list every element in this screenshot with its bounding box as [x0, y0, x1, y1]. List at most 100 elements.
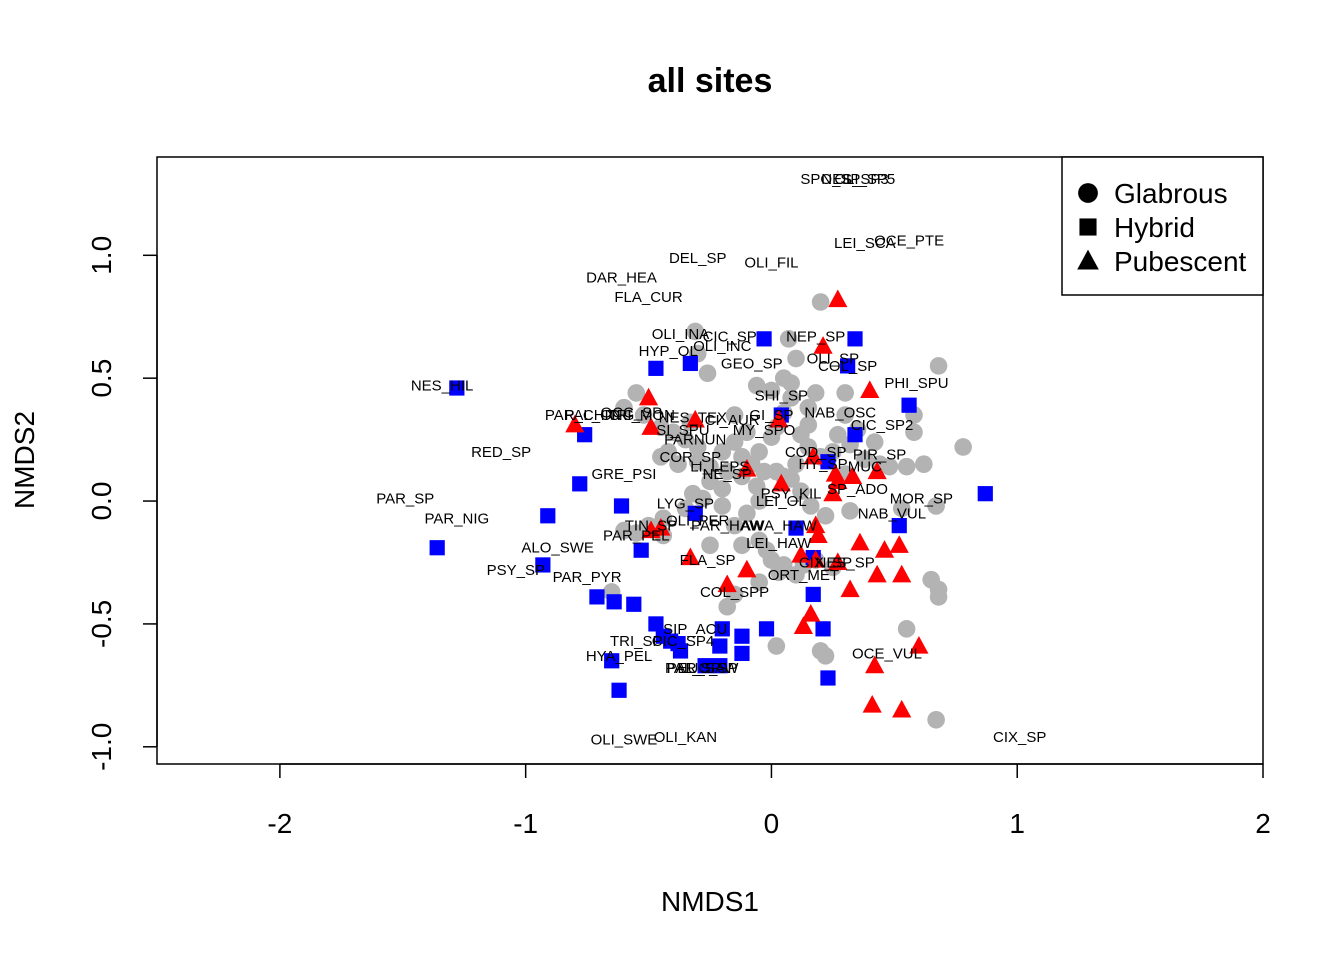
- pubescent-point: [651, 518, 671, 536]
- glabrous-point: [929, 357, 948, 375]
- glabrous-point: [713, 479, 732, 498]
- glabrous-point: [615, 521, 633, 540]
- species-label: NAB_VUL: [858, 505, 926, 522]
- species-label: PAL_ONG: [565, 407, 635, 424]
- hybrid-point: [815, 621, 831, 637]
- legend-square-icon: [1079, 218, 1097, 236]
- glabrous-point: [816, 647, 835, 665]
- hybrid-point: [734, 645, 750, 662]
- pubescent-point: [801, 604, 821, 622]
- species-label: MUC: [848, 459, 882, 476]
- glabrous-point: [725, 406, 744, 424]
- pubescent-point: [737, 559, 757, 578]
- pubescent-point: [828, 289, 848, 308]
- hybrid-point: [626, 596, 642, 612]
- legend-label: Hybrid: [1114, 212, 1195, 243]
- species-label: DEL_SP: [669, 250, 727, 267]
- species-label: NE_SP: [703, 466, 752, 483]
- glabrous-point: [634, 406, 653, 424]
- pubescent-point: [806, 549, 826, 568]
- species-label: CIC_SP4: [652, 633, 715, 650]
- legend-triangle-icon: [1077, 249, 1099, 270]
- species-label: NES_SP3: [821, 171, 889, 188]
- chart-title: all sites: [648, 62, 773, 100]
- pubescent-point: [771, 473, 791, 492]
- x-tick-label: 1: [1009, 808, 1025, 839]
- y-axis: -1.0 -0.5 0.0 0.5 1.0: [86, 236, 158, 771]
- hybrid-point: [611, 682, 627, 698]
- species-label: OLI_KAN: [654, 729, 717, 746]
- pubescent-point: [850, 532, 870, 551]
- species-label: PAR_PEL: [603, 527, 669, 544]
- glabrous-point: [787, 565, 805, 584]
- species-label: PAR_SAW: [667, 660, 740, 677]
- species-label: OLI_FIL: [744, 255, 798, 272]
- hybrid-point: [604, 653, 620, 669]
- glabrous-point: [782, 389, 800, 407]
- x-tick-label: -2: [267, 808, 292, 839]
- species-label: GRE_PSI: [591, 466, 656, 483]
- species-label: COL_SP: [818, 358, 877, 375]
- species-label: PHI_SPU: [884, 375, 948, 392]
- species-label: PAR_CHIC: [545, 407, 620, 424]
- glabrous-point: [718, 597, 737, 616]
- species-label: NES_SP: [816, 554, 875, 571]
- glabrous-point: [713, 497, 732, 515]
- pubescent-point: [840, 579, 860, 598]
- glabrous-point: [747, 376, 766, 395]
- species-label: LEI_SCA: [834, 235, 896, 252]
- hybrid-point: [449, 380, 465, 396]
- hybrid-point: [712, 638, 728, 654]
- glabrous-point: [897, 457, 916, 476]
- glabrous-point: [762, 381, 781, 400]
- hybrid-point: [687, 505, 703, 521]
- species-label: NEP_SP: [786, 328, 845, 345]
- pubescent-point: [717, 574, 737, 593]
- pubescent-point: [828, 552, 848, 571]
- pubescent-point: [823, 483, 843, 502]
- glabrous-point: [892, 499, 911, 518]
- hybrid-point: [682, 355, 698, 372]
- pubescent-point: [889, 535, 909, 553]
- species-label: FLA_SP: [680, 552, 736, 569]
- pubescent-point: [892, 699, 912, 718]
- species-label: SHI_SP: [755, 387, 808, 404]
- hybrid-point: [714, 621, 730, 637]
- glabrous-point: [701, 457, 719, 476]
- glabrous-point: [701, 536, 719, 555]
- species-label: CI_AUR: [705, 412, 760, 429]
- glabrous-point: [725, 433, 744, 451]
- glabrous-point: [829, 425, 847, 444]
- glabrous-point: [747, 477, 766, 496]
- species-label: OLI_SWE: [591, 731, 658, 748]
- species-label: OCE_VUL: [852, 645, 922, 662]
- pubescent-point: [808, 525, 828, 544]
- species-label: OLI_INA: [652, 326, 710, 343]
- species-label: TRI_MON: [607, 407, 675, 424]
- y-axis-title: NMDS2: [9, 411, 40, 509]
- species-label: PAL_SP: [665, 660, 721, 677]
- glabrous-point: [836, 384, 854, 402]
- pubescent-point: [862, 694, 882, 713]
- hybrid-point: [847, 427, 863, 443]
- species-label: SP_ADO: [827, 481, 888, 498]
- species-label: MOR_SP: [890, 491, 953, 508]
- pubescent-point: [803, 446, 823, 465]
- data-points-layer: [429, 289, 993, 729]
- glabrous-point: [929, 588, 948, 606]
- pubescent-point: [641, 417, 661, 435]
- hybrid-point: [712, 658, 728, 674]
- glabrous-point: [627, 384, 646, 402]
- species-label: OCE_PTE: [874, 233, 944, 250]
- hybrid-point: [734, 628, 750, 644]
- species-label: ORT_MET: [768, 567, 839, 584]
- hybrid-point: [756, 331, 772, 347]
- glabrous-point: [755, 462, 773, 481]
- species-label: CIC_SP: [703, 328, 757, 345]
- glabrous-point: [713, 443, 732, 461]
- hybrid-point: [697, 658, 713, 674]
- hybrid-point: [540, 508, 556, 524]
- hybrid-point: [847, 331, 863, 347]
- glabrous-point: [856, 450, 874, 469]
- species-label: NES_TEX: [659, 409, 727, 426]
